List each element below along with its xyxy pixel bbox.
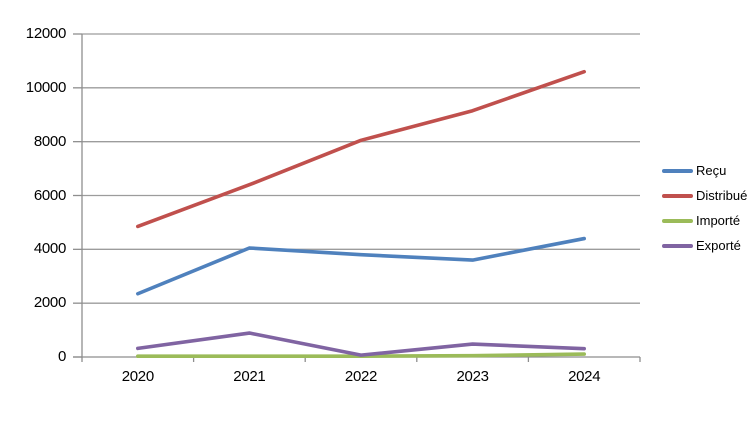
y-tick-label: 10000 (25, 78, 67, 96)
legend-item: Distribué (662, 183, 747, 208)
y-tick-label: 6000 (33, 186, 66, 204)
legend-label: Reçu (696, 163, 727, 178)
x-tick-label: 2022 (344, 368, 378, 385)
y-tick-label: 8000 (33, 132, 66, 150)
x-tick-label: 2021 (233, 368, 266, 385)
legend-item: Exporté (662, 233, 747, 258)
legend-item: Reçu (662, 158, 747, 183)
series-line-distribue (136, 69, 587, 229)
legend-line-icon (662, 168, 693, 173)
x-tick-label: 2024 (568, 368, 601, 385)
y-tick-label: 12000 (25, 25, 67, 42)
legend: Reçu Distribué Importé Exporté (662, 158, 747, 258)
series-line-exporte (136, 331, 587, 357)
legend-label: Exporté (696, 238, 741, 253)
legend-line-icon (662, 243, 693, 248)
x-tick-label: 2023 (456, 368, 489, 385)
legend-item: Importé (662, 208, 747, 233)
y-tick-label: 0 (57, 348, 66, 365)
legend-line-icon (662, 218, 693, 223)
y-tick-label: 2000 (33, 294, 66, 312)
gridlines (82, 33, 640, 304)
legend-label: Importé (696, 213, 741, 228)
legend-label: Distribué (696, 188, 748, 203)
series-lines (136, 69, 587, 358)
legend-line-icon (662, 193, 693, 198)
y-tick-label: 4000 (33, 240, 66, 258)
series-line-recu (136, 236, 587, 296)
x-tick-label: 2020 (121, 368, 154, 385)
